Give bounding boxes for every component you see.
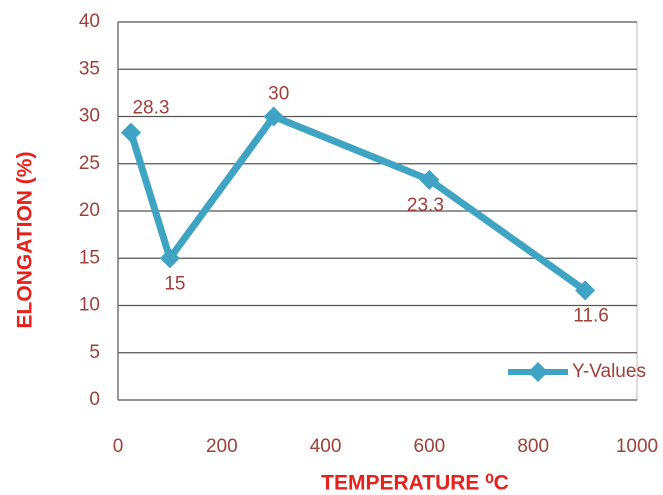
- data-point: [120, 122, 141, 143]
- data-label: 23.3: [407, 195, 444, 216]
- data-label: 28.3: [132, 98, 169, 119]
- x-tick-label: 0: [113, 436, 124, 457]
- y-tick-label: 5: [89, 342, 100, 363]
- legend-label: Y-Values: [572, 361, 646, 382]
- data-point: [263, 106, 284, 127]
- x-tick-label: 1000: [616, 436, 658, 457]
- x-axis-title: TEMPERATURE ⁰C: [321, 472, 509, 495]
- y-tick-label: 20: [79, 200, 100, 221]
- legend-marker: [528, 362, 548, 382]
- y-tick-label: 10: [79, 295, 100, 316]
- data-point: [419, 169, 440, 190]
- y-tick-label: 25: [79, 153, 100, 174]
- y-tick-label: 15: [79, 247, 100, 268]
- x-tick-label: 600: [414, 436, 446, 457]
- data-line: [127, 113, 588, 294]
- y-axis-title: ELONGATION (%): [14, 152, 37, 329]
- data-point: [159, 248, 180, 269]
- data-point: [575, 280, 596, 301]
- y-tick-label: 35: [79, 58, 100, 79]
- y-tick-label: 0: [89, 389, 100, 410]
- x-tick-label: 800: [517, 436, 549, 457]
- y-tick-label: 30: [79, 106, 100, 127]
- x-tick-label: 400: [310, 436, 342, 457]
- y-tick-label: 40: [79, 11, 100, 32]
- data-label: 30: [268, 84, 289, 105]
- data-label: 11.6: [573, 305, 609, 326]
- x-tick-label: 200: [206, 436, 238, 457]
- data-label: 15: [164, 273, 185, 294]
